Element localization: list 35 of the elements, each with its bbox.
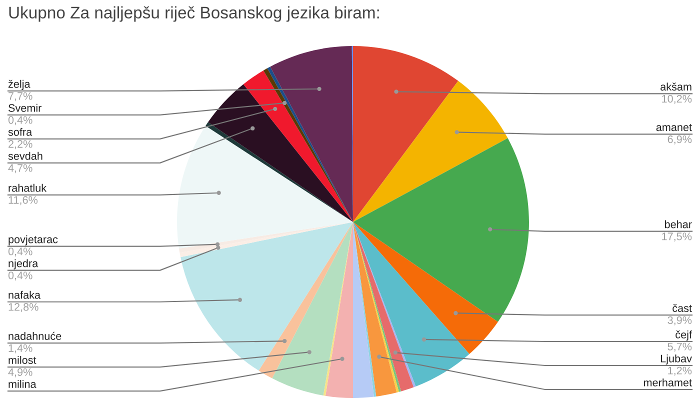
data-label: 5,7% — [668, 342, 692, 352]
slice-label: behar — [664, 220, 692, 228]
data-label: 0,4% — [8, 272, 32, 281]
data-label: 0,4% — [8, 116, 32, 126]
slice-label: amanet — [656, 124, 692, 132]
slice-label: Svemir — [8, 104, 42, 112]
slice-label: čast — [672, 304, 692, 312]
data-label: 0,4% — [8, 248, 32, 257]
slice-label: merhamet — [644, 378, 692, 386]
slice-label: čejf — [676, 330, 692, 341]
data-label: 6,9% — [668, 135, 692, 144]
data-label: 11,6% — [8, 196, 38, 206]
slice-label: milost — [8, 356, 36, 364]
data-label: 3,9% — [668, 316, 692, 326]
slice-label: sofra — [8, 128, 32, 136]
data-label: 1,4% — [8, 344, 32, 354]
data-label: 7,7% — [8, 92, 32, 102]
slice-label: želja — [8, 80, 30, 90]
slice-label: Ljubav — [660, 354, 692, 365]
data-label: 4,9% — [8, 368, 32, 378]
slice-label: njedra — [8, 259, 38, 270]
slice-label: sevdah — [8, 152, 42, 160]
data-label: 1,2% — [668, 366, 692, 376]
slice-label: akšam — [660, 82, 692, 91]
chart-title: Ukupno Za najljepšu riječ Bosanskog jezika biram: — [9, 6, 379, 22]
data-label: 2,2% — [8, 140, 32, 150]
slice-label: nafaka — [8, 290, 41, 299]
slice-label: milina — [8, 380, 36, 388]
data-label: 12,8% — [8, 303, 38, 312]
slice-label: povjetarac — [8, 235, 58, 246]
data-label: 10,2% — [662, 94, 692, 104]
data-label: 17,5% — [662, 232, 692, 242]
slice-label: rahatluk — [8, 184, 47, 192]
slice-label: nadahnuće — [8, 332, 62, 340]
data-label: 4,7% — [8, 164, 32, 174]
